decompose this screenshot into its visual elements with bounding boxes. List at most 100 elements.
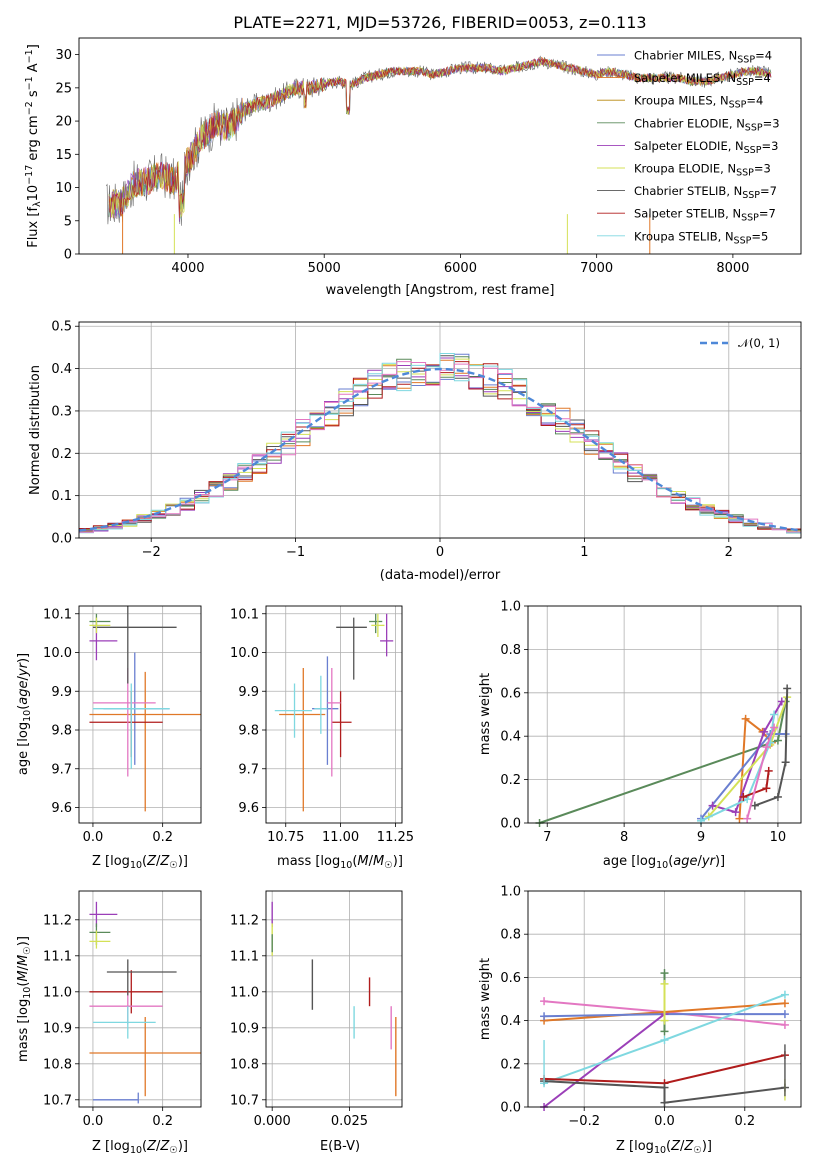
x-tick-label: 0.2: [152, 830, 173, 845]
axes-frame: [527, 605, 802, 824]
spectrum-line: [108, 57, 772, 218]
x-tick-label: 7: [543, 830, 551, 845]
y-tick-label: 9.9: [51, 685, 72, 700]
legend-label: Chabrier ELODIE, NSSP=3: [634, 116, 780, 133]
y-tick-label: 9.8: [51, 724, 72, 739]
legend-label: Chabrier MILES, NSSP=4: [634, 49, 772, 66]
axes-frame: [265, 605, 403, 824]
y-tick-label: 0.6: [500, 971, 521, 986]
x-axis-label: E(B-V): [320, 1139, 360, 1154]
x-tick-label: 0.2: [152, 1114, 173, 1129]
x-tick-label: 0.0: [83, 1114, 104, 1129]
legend-label: Kroupa MILES, NSSP=4: [634, 94, 763, 111]
y-tick-label: 0.4: [500, 1014, 521, 1029]
mass-weight-line: [700, 714, 776, 822]
y-tick-label: 0.0: [51, 532, 72, 547]
y-tick-label: 10.1: [43, 607, 72, 622]
y-tick-label: 0.3: [51, 404, 72, 419]
y-axis-label: mass weight: [478, 958, 493, 1040]
normal-curve: [78, 367, 802, 532]
x-tick-label: 0.000: [254, 1114, 291, 1129]
x-tick-label: 0.025: [331, 1114, 368, 1129]
legend-label: Salpeter MILES, NSSP=4: [634, 71, 771, 88]
axes-frame: [78, 37, 802, 255]
y-tick-label: 0.4: [51, 362, 72, 377]
y-tick-label: 1.0: [500, 885, 521, 900]
legend-label: Salpeter ELODIE, NSSP=3: [634, 139, 778, 156]
y-tick-label: 9.7: [51, 762, 72, 777]
x-tick-label: 10: [770, 830, 787, 845]
x-axis-label: Z [log10(Z/Z☉)]: [616, 1139, 712, 1156]
y-tick-label: 10.8: [230, 1057, 259, 1072]
x-tick-label: 11.25: [377, 830, 414, 845]
legend-label: Salpeter STELIB, NSSP=7: [634, 207, 776, 224]
y-tick-label: 11.2: [43, 913, 72, 928]
y-tick-label: 0.4: [500, 730, 521, 745]
x-axis-label: mass [log10(M/M☉)]: [277, 854, 403, 871]
y-tick-label: 0.8: [500, 928, 521, 943]
x-tick-label: 1: [580, 545, 588, 560]
age-vs-metallicity-panel: 0.0 0.2 9.6 9.7 9.8 9.9 10.0 10.1 Z [log10(Z/Z☉)…: [16, 605, 202, 871]
y-tick-label: 10.8: [43, 1057, 72, 1072]
age-vs-mass-panel: 10.75 11.00 11.25 9.6 9.7 9.8 9.9 10.0 10.1 mass …: [230, 605, 414, 871]
y-tick-label: 5: [64, 214, 72, 229]
x-tick-label: 0.0: [654, 1114, 675, 1129]
y-axis-label: Normed distribution: [28, 365, 43, 495]
y-tick-label: 9.7: [238, 762, 259, 777]
y-axis-label: mass [log10(M/M☉)]: [16, 936, 33, 1062]
y-tick-label: 10.0: [43, 646, 72, 661]
y-tick-label: 0: [64, 248, 72, 263]
x-axis-label: age [log10(age/yr)]: [603, 854, 725, 871]
mass-weight-line: [754, 688, 789, 807]
x-axis-label: Z [log10(Z/Z☉)]: [92, 1139, 188, 1156]
y-tick-label: 11.1: [230, 949, 259, 964]
y-tick-label: 25: [55, 81, 72, 96]
x-tick-label: −2: [142, 545, 161, 560]
x-tick-label: 9: [697, 830, 705, 845]
x-tick-label: 6000: [444, 261, 477, 276]
y-tick-label: 1.0: [500, 600, 521, 615]
y-tick-label: 11.0: [230, 985, 259, 1000]
y-tick-label: 0.0: [500, 817, 521, 832]
spectrum-panel: 4000 5000 6000 7000 8000 0 5 10 15 20 25 30 waveleng…: [24, 37, 802, 298]
mass-weight-line: [544, 1080, 786, 1104]
legend-label: 𝒩(0, 1): [738, 336, 780, 350]
x-tick-label: −0.2: [568, 1114, 600, 1129]
y-tick-label: 10.7: [230, 1093, 259, 1108]
figure-title: PLATE=2271, MJD=53726, FIBERID=0053, z=0…: [233, 13, 646, 32]
histogram-series: [79, 353, 801, 534]
x-axis-label: Z [log10(Z/Z☉)]: [92, 854, 188, 871]
x-axis-label: (data-model)/error: [380, 568, 501, 583]
mass-vs-metallicity-panel: 0.0 0.2 10.7 10.8 10.9 11.0 11.1 11.2 Z [log10(Z…: [16, 890, 202, 1156]
x-tick-label: 7000: [580, 261, 613, 276]
y-tick-label: 0.2: [500, 1057, 521, 1072]
x-tick-label: −1: [286, 545, 305, 560]
y-tick-label: 10.9: [43, 1021, 72, 1036]
y-tick-label: 9.6: [238, 801, 259, 816]
y-tick-label: 9.8: [238, 724, 259, 739]
x-tick-label: 0.2: [734, 1114, 755, 1129]
y-tick-label: 20: [55, 115, 72, 130]
x-tick-label: 2: [725, 545, 733, 560]
y-axis-label: age [log10(age/yr)]: [16, 653, 33, 775]
y-tick-label: 0.2: [51, 447, 72, 462]
y-tick-label: 0.6: [500, 686, 521, 701]
axes-frame: [265, 890, 403, 1108]
legend-label: Chabrier STELIB, NSSP=7: [634, 184, 777, 201]
x-axis-label: wavelength [Angstrom, rest frame]: [326, 283, 555, 298]
legend-label: Kroupa STELIB, NSSP=5: [634, 229, 768, 246]
x-tick-label: 10.75: [267, 830, 304, 845]
x-tick-label: 11.00: [322, 830, 359, 845]
axes-frame: [78, 605, 202, 824]
y-axis-label: mass weight: [478, 673, 493, 755]
y-tick-label: 30: [55, 48, 72, 63]
mass-vs-ebv-panel: 0.000 0.025 10.7 10.8 10.9 11.0 11.1 11.2 E(B-V): [230, 890, 403, 1154]
mass-weight-vs-metallicity-panel: −0.2 0.0 0.2 0.0 0.2 0.4 0.6 0.8 1.0 Z [log10(Z/Z…: [478, 885, 802, 1156]
y-tick-label: 10.1: [230, 607, 259, 622]
y-tick-label: 0.5: [51, 320, 72, 335]
mass-weight-line: [539, 701, 787, 824]
y-tick-label: 10: [55, 181, 72, 196]
mass-weight-vs-age-panel: 7 8 9 10 0.0 0.2 0.4 0.6 0.8 1.0 age [log10(age/yr…: [478, 600, 802, 871]
y-tick-label: 0.8: [500, 643, 521, 658]
